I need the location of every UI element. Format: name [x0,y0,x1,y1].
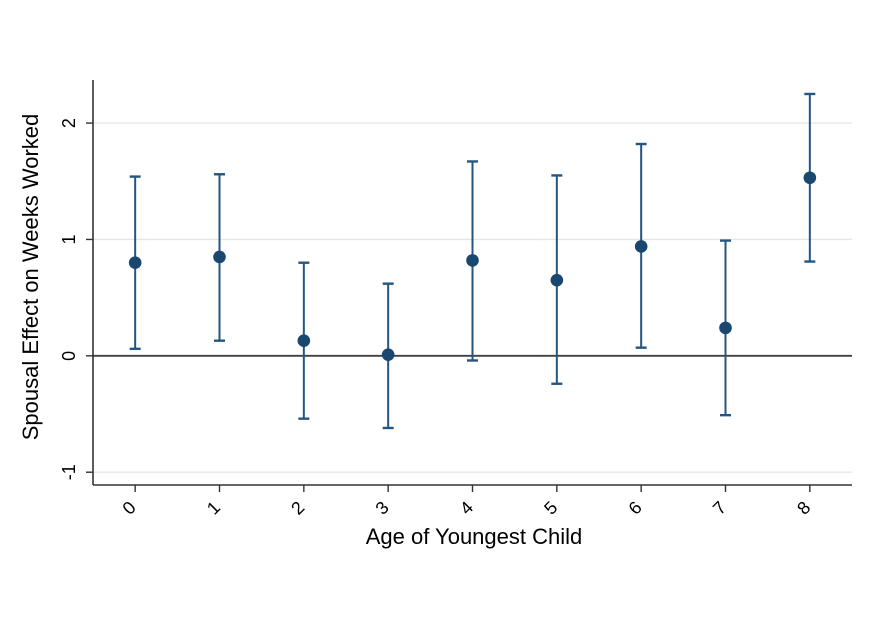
y-axis-title: Spousal Effect on Weeks Worked [18,113,43,441]
data-point-age-1 [213,250,226,264]
x-tick-label-4: 4 [456,497,477,518]
x-tick-label-3: 3 [372,497,393,518]
y-tick-label-1: 1 [59,234,79,244]
x-tick-label-5: 5 [540,497,561,518]
data-point-age-5 [550,273,564,287]
data-point-age-2 [297,334,311,347]
y-tick-label--1: -1 [59,464,79,480]
x-tick-label-0: 0 [119,497,140,518]
data-point-age-8 [803,171,817,185]
x-tick-label-7: 7 [709,497,730,518]
data-point-age-4 [466,254,479,267]
data-point-age-3 [381,348,395,361]
y-tick-label-2: 2 [59,118,79,128]
data-point-age-7 [719,321,732,335]
data-point-age-0 [128,256,142,270]
x-tick-label-1: 1 [203,497,224,518]
data-point-age-6 [634,240,648,253]
x-axis-title: Age of Youngest Child [365,524,583,549]
x-tick-label-2: 2 [287,497,308,518]
y-tick-label-0: 0 [59,351,79,361]
x-tick-label-6: 6 [625,497,646,518]
x-tick-label-8: 8 [793,497,814,518]
